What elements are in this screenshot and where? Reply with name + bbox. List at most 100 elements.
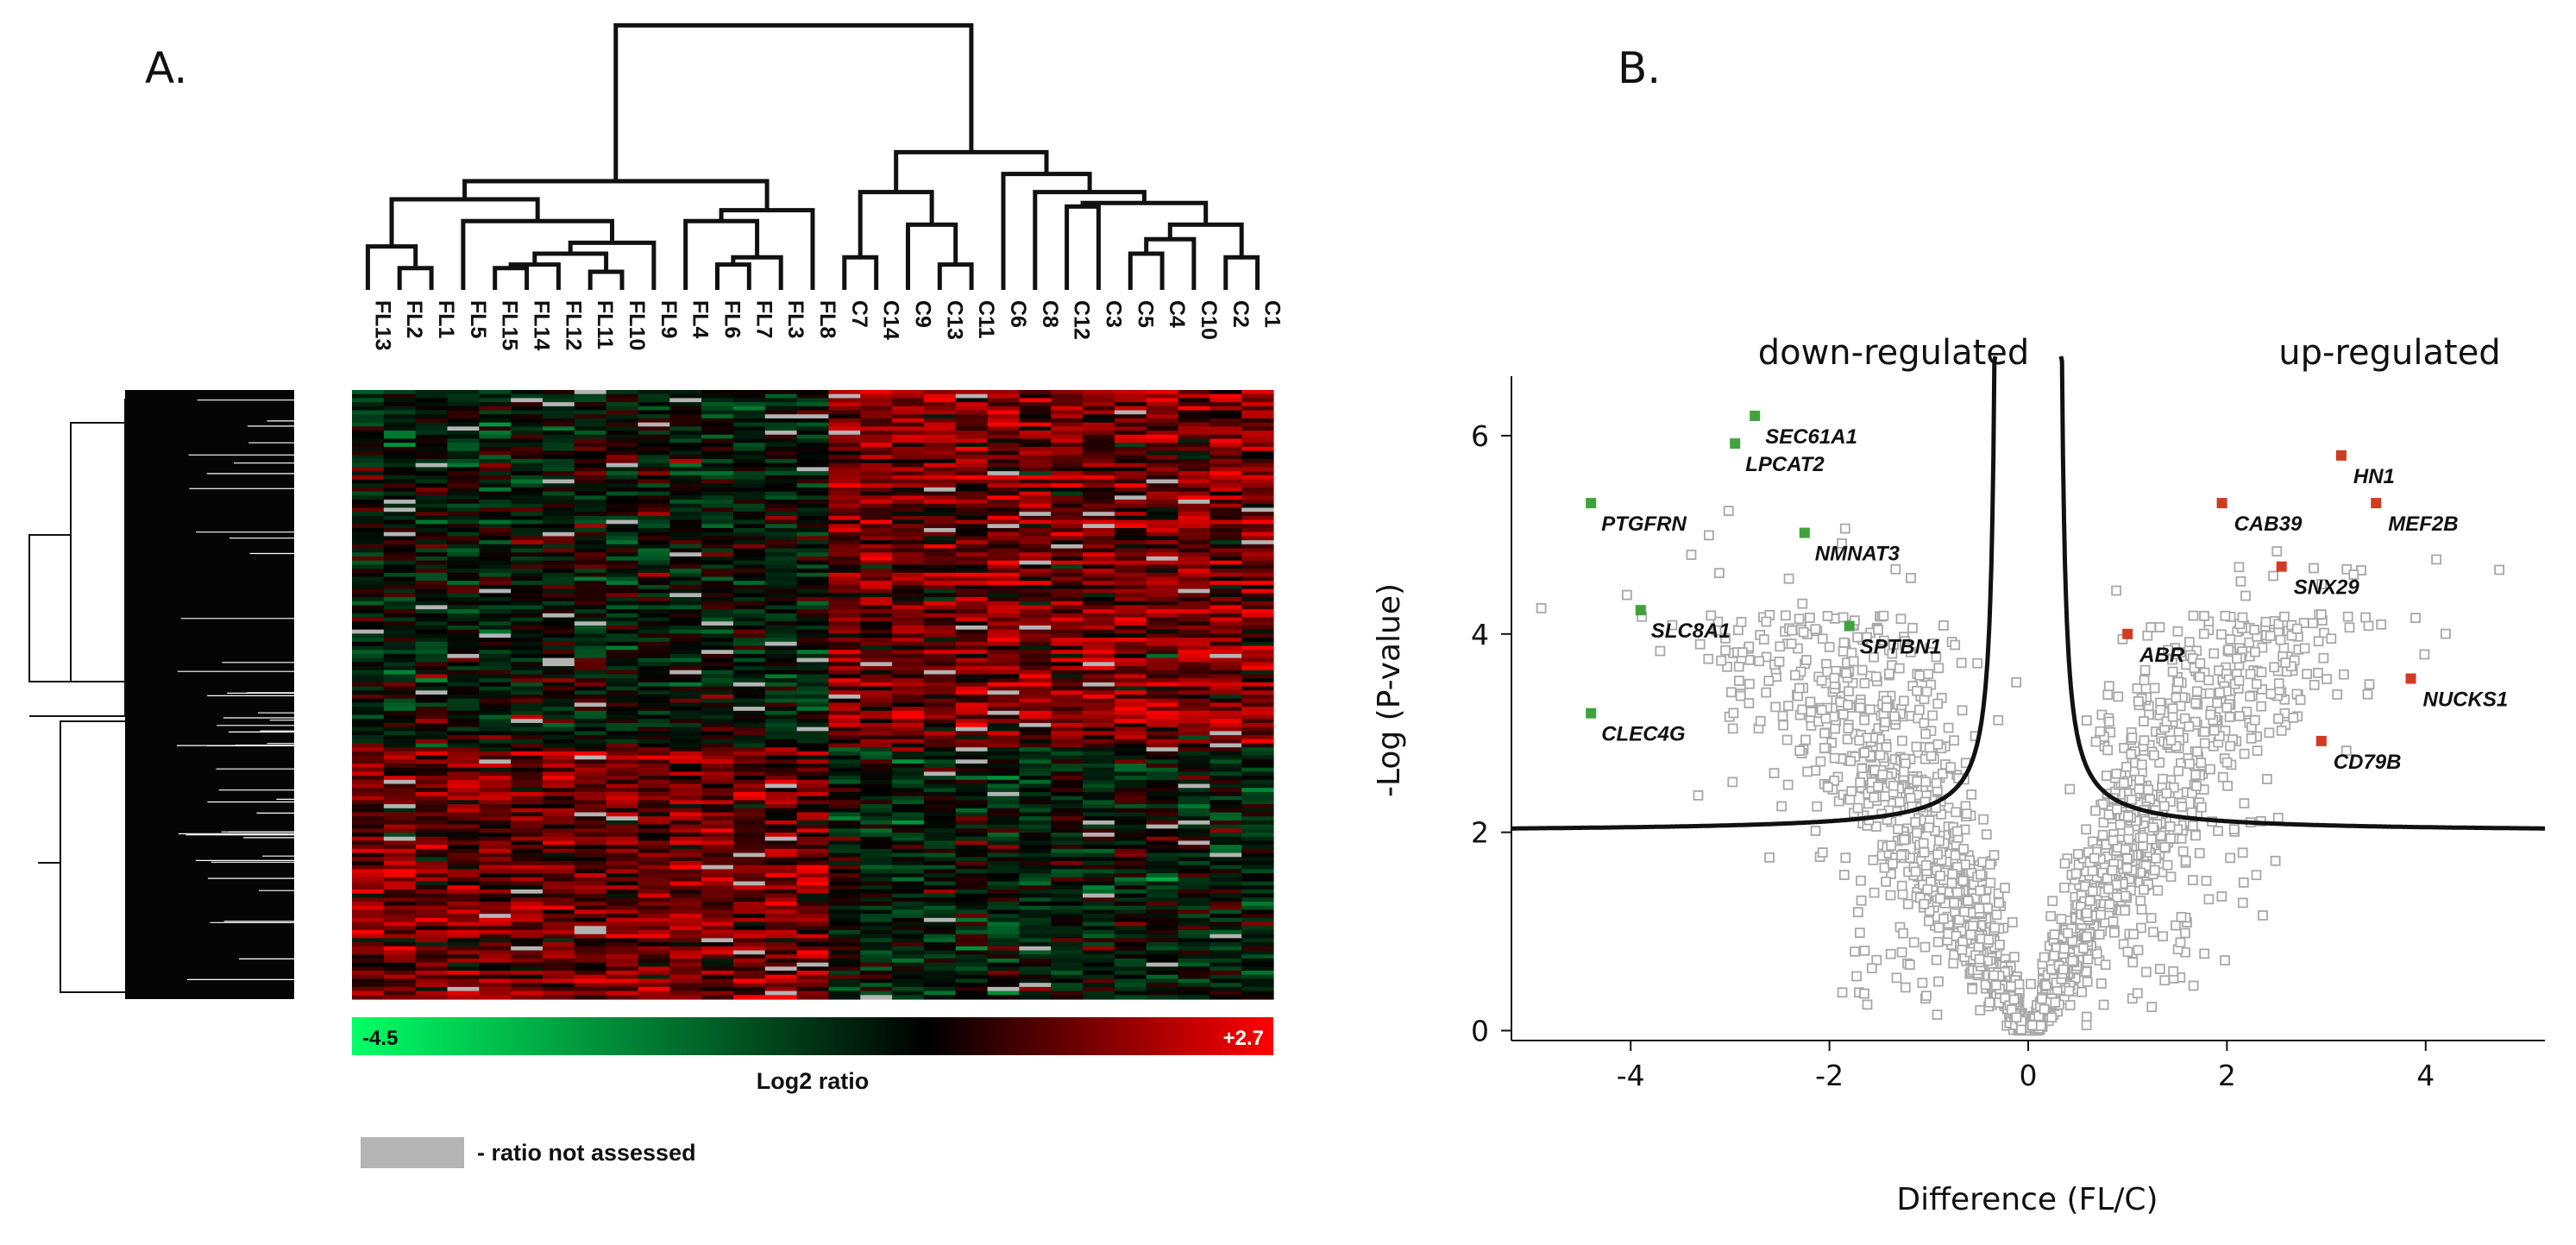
heatmap-cell [606,909,639,915]
heatmap-cell [638,406,670,412]
heatmap-cell [732,657,766,663]
heatmap-cell [1178,885,1210,890]
heatmap-cell [764,393,798,399]
heatmap-cell [1178,682,1210,688]
heatmap-cell [1241,531,1274,538]
heatmap-cell [796,764,830,769]
heatmap-cell [1083,410,1115,415]
heatmap-cell [828,471,861,476]
heatmap-cell [987,653,1020,659]
heatmap-cell [542,605,575,610]
heatmap-cell [638,633,670,638]
heatmap-cell [669,593,702,598]
heatmap-cell [732,393,766,399]
heatmap-cell [701,836,734,842]
heatmap-cell [701,418,734,424]
heatmap-cell [892,909,925,915]
heatmap-cell [732,686,766,691]
heatmap-cell [796,893,830,898]
heatmap-cell [828,450,861,456]
heatmap-cell [828,662,861,667]
threshold-curve-left [1511,355,1998,831]
heatmap-cell [638,873,670,878]
heatmap-cell [1241,804,1274,809]
heatmap-cell [1019,674,1052,679]
heatmap-cell [1051,897,1084,902]
heatmap-cell [1178,824,1210,829]
heatmap-cell [669,483,702,488]
heatmap-cell [447,816,480,821]
heatmap-cell [1209,958,1242,964]
heatmap-cell [383,934,417,939]
heatmap-cell [701,707,734,712]
heatmap-cell [1146,544,1179,550]
heatmap-cell [1178,788,1210,793]
heatmap-cell [479,795,512,801]
heatmap-cell [1019,503,1052,509]
heatmap-cell [955,731,989,736]
heatmap-cell [479,978,512,984]
heatmap-cell [352,926,385,931]
heatmap-cell [447,881,480,886]
heatmap-cell [574,926,607,931]
heatmap-cell [1241,548,1274,553]
heatmap-cell [669,666,702,671]
heatmap-cell [542,686,575,691]
heatmap-cell [955,942,989,947]
heatmap-cell [1241,633,1274,638]
heatmap-cell [1241,747,1274,752]
heatmap-cell [1019,755,1052,760]
heatmap-cell [701,771,734,777]
heatmap-cell [1209,653,1242,659]
heatmap-cell [1114,840,1147,846]
heatmap-cell [828,507,861,512]
heatmap-cell [383,674,417,679]
heatmap-cell [638,710,670,716]
heatmap-cell [669,771,702,777]
heatmap-cell [828,500,861,505]
heatmap-cell [447,917,480,923]
heatmap-cell [606,600,639,607]
heatmap-cell [669,954,702,959]
heatmap-cell [1146,475,1179,481]
heatmap-cell [764,515,798,521]
heatmap-cell [352,524,385,529]
heatmap-cell [732,946,766,952]
heatmap-cell [1178,702,1210,707]
heatmap-cell [1178,921,1210,927]
heatmap-cell [479,852,512,858]
heatmap-cell [352,800,385,805]
heatmap-cell [1178,860,1210,866]
heatmap-cell [1051,483,1084,488]
heatmap-cell [479,625,512,631]
heatmap-cell [479,406,512,412]
heatmap-cell [574,556,607,562]
heatmap-cell [1019,747,1052,752]
heatmap-cell [732,605,766,610]
heatmap-cell [860,483,893,488]
heatmap-cell [1019,455,1052,460]
heatmap-cell [383,402,417,407]
heatmap-cell [574,467,607,472]
heatmap-cell [606,719,639,724]
heatmap-cell [1146,938,1179,943]
heatmap-cell [1146,788,1179,793]
heatmap-cell [574,629,607,634]
heatmap-cell [955,500,989,505]
heatmap-cell [1209,584,1242,590]
heatmap-cell [1114,974,1147,980]
heatmap-cell [1146,905,1179,911]
heatmap-cell [764,958,798,964]
heatmap-cell [860,410,893,415]
heatmap-cell [479,840,512,846]
heatmap-cell [1114,483,1147,488]
heatmap-cell [1114,503,1147,509]
heatmap-cell [1178,414,1210,419]
heatmap-cell [352,905,385,911]
heatmap-cell [1019,934,1052,939]
heatmap-cell [447,617,480,622]
heatmap-cell [415,548,449,553]
heatmap-cell [1241,434,1274,440]
heatmap-cell [923,633,957,638]
heatmap-cell [955,414,989,419]
